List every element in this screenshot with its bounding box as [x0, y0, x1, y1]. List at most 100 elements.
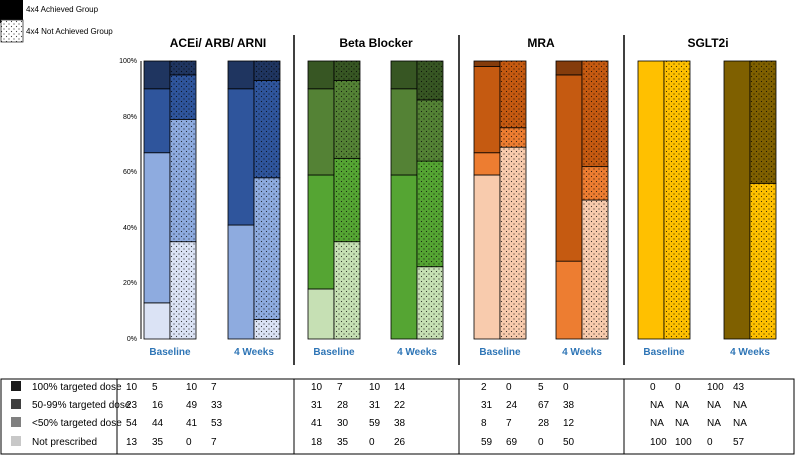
table-cell-2-1-1: 30 [337, 418, 349, 429]
table-cell-2-1-2: 59 [369, 418, 381, 429]
bar-acei-4weeks-achieved-100 [227, 60, 255, 90]
table-row-label-0: 100% targeted dose [32, 382, 122, 393]
bar-mra-baseline-not-achieved-lt50 [499, 127, 527, 148]
table-cell-0-3-2: 100 [707, 382, 724, 393]
table-cell-1-0-1: 16 [152, 400, 164, 411]
table-cell-2-0-3: 53 [211, 418, 223, 429]
y-tick-80: 80% [123, 114, 137, 121]
bar-bb-4weeks-achieved-100 [390, 60, 418, 90]
time-label-mra-baseline: Baseline [479, 347, 521, 358]
table-cell-3-2-1: 69 [506, 437, 518, 448]
bar-acei-4weeks-achieved-50-99 [227, 88, 255, 226]
table-cell-1-2-1: 24 [506, 400, 518, 411]
legend-not-achieved-dots [1, 20, 23, 42]
bar-acei-baseline-achieved-not-prescribed [143, 302, 171, 340]
table-cell-2-2-1: 7 [506, 418, 512, 429]
table-cell-3-1-1: 35 [337, 437, 349, 448]
table-cell-0-1-1: 7 [337, 382, 343, 393]
bar-mra-baseline-achieved-100 [473, 60, 501, 67]
table-cell-1-3-1: NA [675, 400, 689, 411]
bar-acei-baseline-achieved-50-99 [143, 88, 171, 154]
table-cell-0-1-0: 10 [311, 382, 323, 393]
table-cell-1-2-0: 31 [481, 400, 493, 411]
bar-acei-baseline-not-achieved-lt50 [169, 118, 197, 243]
table-cell-0-0-1: 5 [152, 382, 158, 393]
table-cell-3-0-3: 7 [211, 437, 217, 448]
table-cell-3-1-2: 0 [369, 437, 375, 448]
legend-not-achieved-label: 4x4 Not Achieved Group [26, 27, 113, 36]
legend-achieved-label: 4x4 Achieved Group [26, 5, 99, 14]
table-row-label-3: Not prescribed [32, 437, 97, 448]
bar-bb-baseline-achieved-100 [307, 60, 335, 90]
bar-bb-4weeks-not-achieved-100 [416, 60, 444, 101]
bar-bb-baseline-achieved-50-99 [307, 88, 335, 176]
bar-acei-baseline-achieved-lt50 [143, 152, 171, 304]
bar-sglt2-baseline-achieved-not-prescribed [637, 60, 665, 340]
table-cell-2-2-3: 12 [563, 418, 575, 429]
table-cell-3-3-3: 57 [733, 437, 745, 448]
table-cell-0-1-2: 10 [369, 382, 381, 393]
bar-bb-baseline-not-achieved-50-99 [333, 80, 361, 159]
y-axis: 0% 20% 40% 60% 80% 100% [119, 58, 142, 343]
panel-title-sglt2i: SGLT2i [687, 36, 728, 50]
bar-mra-baseline-achieved-50-99 [473, 66, 501, 154]
table-cell-1-2-3: 38 [563, 400, 575, 411]
bar-mra-4weeks-not-achieved-lt50 [581, 166, 609, 201]
table-cell-3-2-2: 0 [538, 437, 544, 448]
table-cell-3-3-2: 0 [707, 437, 713, 448]
table-cell-2-1-0: 41 [311, 418, 323, 429]
table-cell-3-0-1: 35 [152, 437, 164, 448]
y-tick-40: 40% [123, 225, 137, 232]
table-cell-2-3-1: NA [675, 418, 689, 429]
panel-title-acei: ACEi/ ARB/ ARNI [170, 36, 266, 50]
time-label-acei-baseline: Baseline [149, 347, 191, 358]
bar-mra-baseline-not-achieved-50-99 [499, 60, 527, 129]
table-cell-3-1-3: 26 [394, 437, 406, 448]
bar-mra-baseline-not-achieved-not-prescribed [499, 146, 527, 340]
table-cell-0-0-2: 10 [186, 382, 198, 393]
stacked-bars [143, 60, 777, 340]
panel-title-beta-blocker: Beta Blocker [339, 36, 413, 50]
bar-bb-baseline-achieved-not-prescribed [307, 288, 335, 340]
table-cell-1-0-3: 33 [211, 400, 223, 411]
table-cell-1-1-0: 31 [311, 400, 323, 411]
table-cell-0-1-3: 14 [394, 382, 406, 393]
bar-mra-4weeks-achieved-lt50 [555, 260, 583, 340]
bar-bb-baseline-not-achieved-100 [333, 60, 361, 81]
bar-bb-4weeks-achieved-lt50 [390, 174, 418, 340]
bar-acei-4weeks-not-achieved-100 [253, 60, 281, 81]
bar-bb-4weeks-not-achieved-lt50 [416, 160, 444, 268]
bar-acei-4weeks-not-achieved-not-prescribed [253, 319, 281, 340]
table-cell-3-3-1: 100 [675, 437, 692, 448]
table-row-label-2: <50% targeted dose [32, 418, 122, 429]
time-label-mra-4weeks: 4 Weeks [562, 347, 602, 358]
bar-acei-baseline-not-achieved-100 [169, 60, 197, 76]
table-cell-3-3-0: 100 [650, 437, 667, 448]
table-border [0, 378, 795, 455]
table-cell-3-1-0: 18 [311, 437, 323, 448]
bar-bb-baseline-not-achieved-not-prescribed [333, 241, 361, 340]
table-cell-2-3-0: NA [650, 418, 664, 429]
table-cell-1-2-2: 67 [538, 400, 550, 411]
table-cell-1-3-3: NA [733, 400, 747, 411]
time-label-bb-4weeks: 4 Weeks [397, 347, 437, 358]
bar-acei-4weeks-not-achieved-lt50 [253, 177, 281, 320]
bar-bb-4weeks-not-achieved-not-prescribed [416, 266, 444, 340]
y-tick-20: 20% [123, 280, 137, 287]
table-cell-2-0-2: 41 [186, 418, 198, 429]
table-rows: 100% targeted dose 10 5 10 7 10 7 10 14 2 0 5 0 0 0 100… [11, 381, 747, 448]
bar-mra-baseline-achieved-not-prescribed [473, 174, 501, 340]
panel-separators [293, 35, 625, 365]
bar-bb-baseline-achieved-lt50 [307, 174, 335, 290]
bar-acei-baseline-not-achieved-50-99 [169, 74, 197, 120]
table-cell-3-2-0: 59 [481, 437, 493, 448]
legend: 4x4 Achieved Group 4x4 Not Achieved Grou… [0, 0, 113, 43]
bar-sglt2-4weeks-achieved-prescribed [723, 60, 751, 340]
time-label-bb-baseline: Baseline [313, 347, 355, 358]
table-cell-0-2-1: 0 [506, 382, 512, 393]
bar-mra-4weeks-achieved-100 [555, 60, 583, 76]
table-swatch-2 [11, 417, 21, 427]
y-tick-100: 100% [119, 58, 137, 65]
table-swatch-3 [11, 436, 21, 446]
